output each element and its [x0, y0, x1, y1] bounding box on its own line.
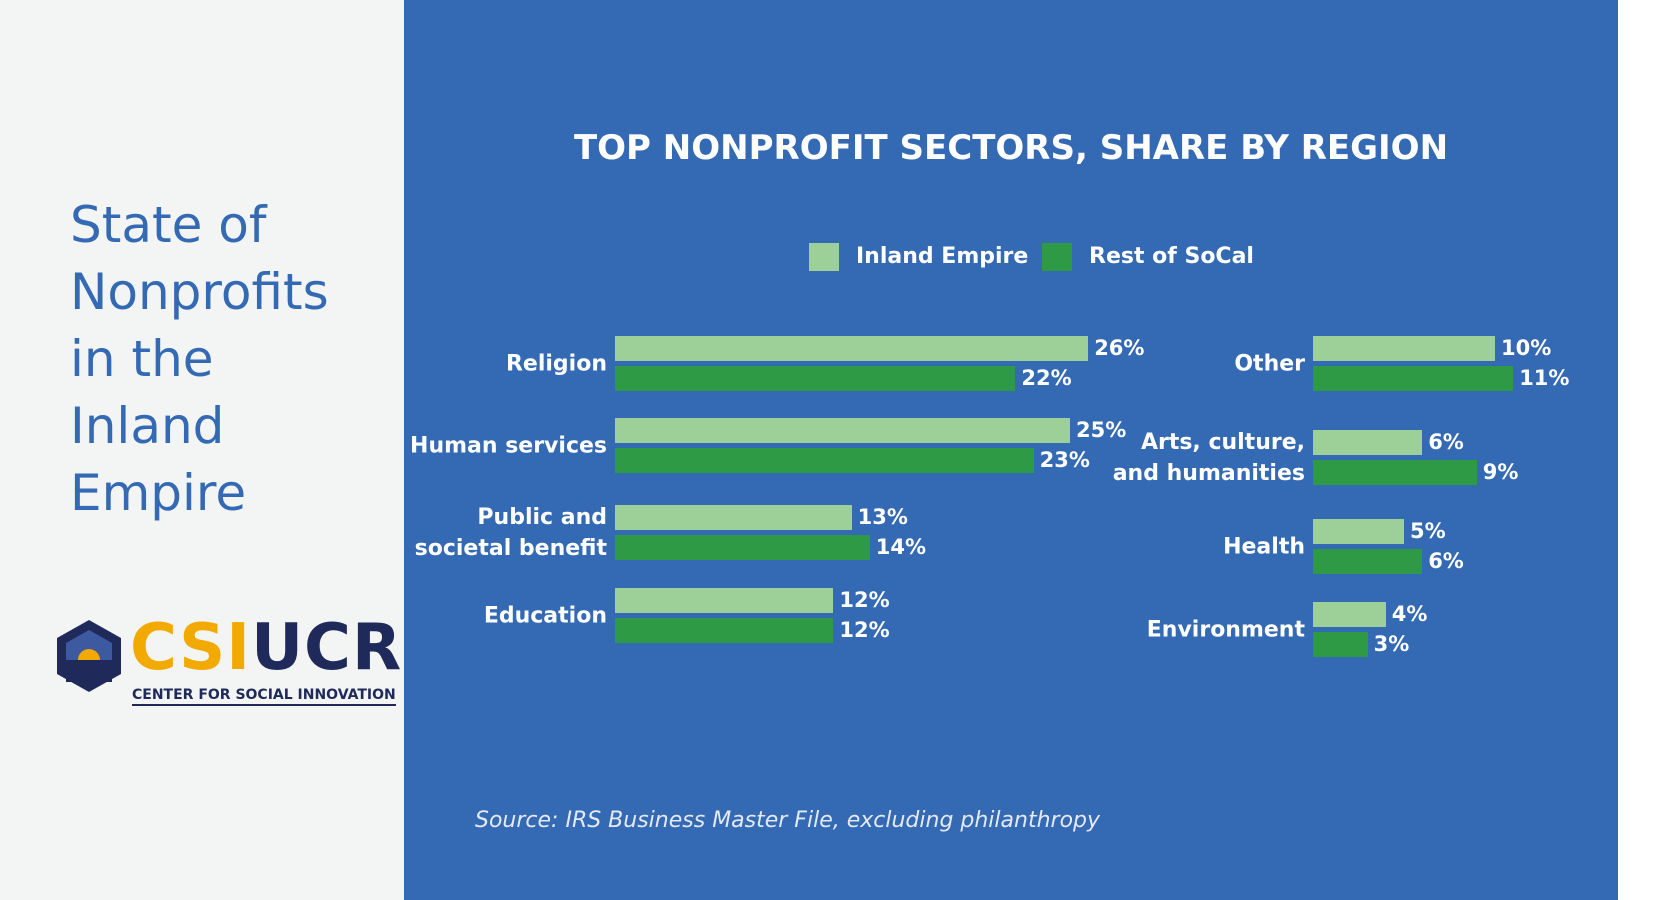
- logo-icon: [57, 620, 121, 692]
- category-label: Public and societal benefit: [414, 504, 607, 561]
- bar: [615, 418, 1070, 443]
- bar: [1313, 366, 1514, 391]
- bar: [615, 366, 1016, 391]
- value-label: 3%: [1373, 632, 1410, 656]
- value-label: 26%: [1094, 336, 1145, 360]
- category-label: Health: [1223, 534, 1305, 559]
- value-label: 11%: [1519, 366, 1570, 390]
- bar: [615, 336, 1089, 361]
- sidebar: [0, 0, 404, 900]
- bar: [1313, 602, 1386, 627]
- bar: [615, 588, 834, 613]
- bar: [615, 505, 852, 530]
- category-label: Other: [1234, 351, 1305, 376]
- bar: [1313, 430, 1423, 455]
- chart-title: TOP NONPROFIT SECTORS, SHARE BY REGION: [573, 128, 1449, 168]
- value-label: 13%: [857, 505, 908, 529]
- value-label: 10%: [1501, 336, 1552, 360]
- source-note: Source: IRS Business Master File, exclud…: [475, 808, 1101, 833]
- logo-part: UCR: [251, 611, 403, 685]
- value-label: 22%: [1021, 366, 1072, 390]
- value-label: 5%: [1410, 519, 1446, 543]
- logo-text: CSIUCR: [130, 616, 402, 680]
- value-label: 12%: [839, 588, 890, 612]
- bar: [1313, 460, 1477, 485]
- legend-label: Rest of SoCal: [1089, 244, 1254, 269]
- category-label: Human services: [410, 433, 607, 458]
- logo-part: CSI: [130, 611, 252, 685]
- value-label: 14%: [875, 535, 927, 559]
- value-label: 6%: [1428, 549, 1464, 573]
- value-label: 6%: [1428, 430, 1464, 454]
- legend-swatch: [809, 243, 839, 271]
- legend-label: Inland Empire: [856, 244, 1029, 269]
- legend-swatch: [1042, 243, 1072, 271]
- bar: [1313, 519, 1404, 544]
- bar: [1313, 632, 1368, 657]
- value-label: 4%: [1391, 602, 1428, 626]
- value-label: 23%: [1039, 448, 1090, 472]
- logo-tagline: CENTER FOR SOCIAL INNOVATION: [132, 687, 396, 706]
- bar: [1313, 549, 1423, 574]
- category-label: Religion: [505, 351, 607, 376]
- category-label: Education: [483, 603, 607, 628]
- value-label: 25%: [1076, 418, 1127, 442]
- value-label: 9%: [1482, 460, 1519, 484]
- bar: [615, 448, 1034, 473]
- bar: [615, 535, 870, 560]
- category-label: Environment: [1146, 617, 1305, 642]
- category-label: Arts, culture, and humanities: [1112, 429, 1305, 486]
- value-label: 12%: [839, 618, 890, 642]
- sidebar-title: State of Nonprofits in the Inland Empire: [70, 196, 329, 522]
- bar: [1313, 336, 1495, 361]
- bar: [615, 618, 834, 643]
